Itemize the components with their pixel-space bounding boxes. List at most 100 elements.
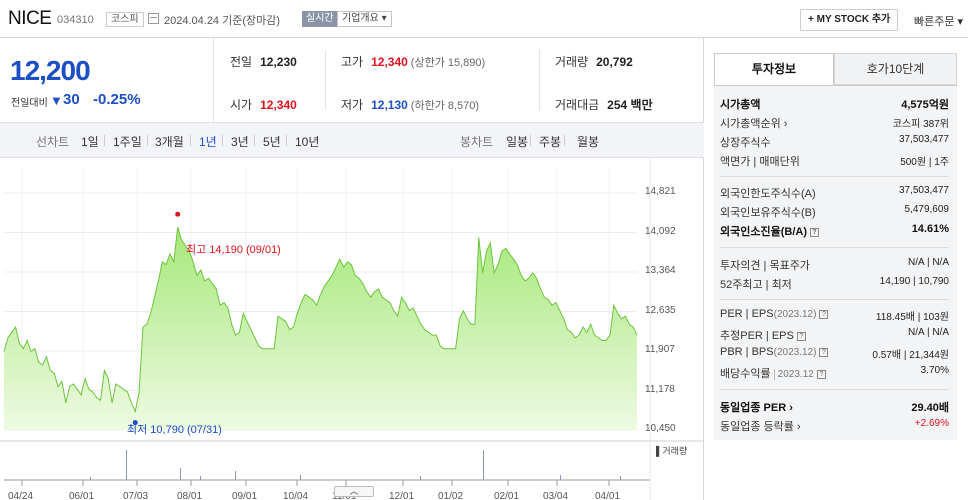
x-tick-label: 07/03 — [123, 491, 149, 500]
cap-rank-row[interactable]: 시가총액순위 › 코스피 387위 — [720, 115, 949, 132]
volume-bar — [235, 471, 236, 480]
divider — [539, 50, 540, 110]
foreign-ratio-value: 14.61% — [911, 223, 949, 235]
x-tick-label: 01/02 — [438, 491, 464, 500]
foreign-limit-row: 외국인한도주식수(A) 37,503,477 — [720, 185, 949, 202]
par-value: 500원 | 1주 — [900, 157, 949, 168]
stock-name: NICE — [8, 8, 52, 29]
foreign-ratio-row: 외국인소진율(B/A) ? 14.61% — [720, 223, 949, 240]
sector-change-value: +2.69% — [914, 418, 949, 429]
opinion-value: N/A | N/A — [908, 257, 949, 268]
dividend-label-text: 배당수익률 — [720, 368, 771, 380]
x-tick-label: 06/01 — [69, 491, 95, 500]
dividend-label: 배당수익률 2023.12 ? — [720, 365, 826, 381]
tab-5y[interactable]: 5년 — [263, 135, 281, 149]
x-tick-label: 04/24 — [8, 491, 34, 500]
tab-monthly[interactable]: 월봉 — [577, 135, 600, 149]
divider — [564, 135, 565, 146]
tab-1d[interactable]: 1일 — [81, 135, 99, 149]
divider — [147, 135, 148, 146]
help-icon[interactable]: ? — [819, 310, 829, 319]
prev-close: 전일 12,230 — [230, 53, 297, 70]
tab-daily[interactable]: 일봉 — [506, 135, 529, 149]
pbr-year: (2023.12) — [773, 347, 817, 358]
per-label: PER | EPS(2023.12) ? — [720, 308, 829, 320]
open-label: 시가 — [230, 98, 253, 112]
add-mystock-button[interactable]: + MY STOCK 추가 — [800, 9, 899, 31]
open-value: 12,340 — [260, 98, 297, 112]
tab-3y[interactable]: 3년 — [231, 135, 249, 149]
par-label: 액면가 | 매매단위 — [720, 156, 800, 168]
est-per-value: N/A | N/A — [908, 327, 949, 338]
divider — [720, 247, 949, 248]
shares-value: 37,503,477 — [898, 134, 949, 145]
foreign-hold-value: 5,479,609 — [904, 204, 950, 215]
cap-rank-label[interactable]: 시가총액순위 › — [720, 118, 788, 130]
tab-10y[interactable]: 10년 — [295, 135, 320, 149]
sector-per-label[interactable]: 동일업종 PER › — [720, 402, 793, 414]
collapse-chart-button[interactable]: ︿ — [334, 486, 374, 497]
tab-weekly[interactable]: 주봉 — [539, 135, 562, 149]
high-marker — [175, 211, 181, 217]
tab-1w[interactable]: 1주일 — [113, 135, 142, 149]
week52-row: 52주최고 | 최저 14,190 | 10,790 — [720, 276, 949, 293]
price-chart[interactable]: 최고 14,190 (09/01) 최저 10,790 (07/31) ▌거래량… — [0, 158, 704, 500]
change-label: 전일대비 — [11, 98, 48, 109]
upper-limit: (상한가 15,890) — [410, 57, 486, 69]
sector-change-label[interactable]: 동일업종 등락률 › — [720, 421, 801, 433]
y-tick-label: 14,821 — [645, 186, 676, 197]
high-value: 12,340 — [371, 55, 408, 69]
y-tick-label: 10,450 — [645, 423, 676, 434]
line-chart-label: 선차트 — [36, 135, 70, 149]
high-annotation: 최고 14,190 (09/01) — [186, 244, 281, 256]
sector-change-row[interactable]: 동일업종 등락률 › +2.69% — [720, 418, 949, 435]
volume-legend-label: 거래량 — [662, 446, 688, 456]
divider — [325, 50, 326, 110]
volume-legend: ▌거래량 — [656, 446, 688, 456]
quick-order-button[interactable]: 빠른주문 ▾ — [914, 16, 964, 28]
market-cap-value: 4,575억원 — [901, 99, 949, 111]
market-cap-label: 시가총액 — [720, 99, 761, 111]
x-tick-label: 04/01 — [595, 491, 621, 500]
dividend-row: 배당수익률 2023.12 ? 3.70% — [720, 365, 949, 382]
divider — [720, 176, 949, 177]
price-line — [3, 227, 638, 414]
help-icon[interactable]: ? — [796, 332, 806, 341]
volume-bar — [560, 475, 561, 480]
help-icon[interactable]: ? — [819, 348, 829, 357]
realtime-badge[interactable]: 실시간 — [302, 11, 338, 27]
volume-bar — [126, 450, 127, 480]
tab-1y[interactable]: 1년 — [199, 135, 217, 149]
price-area — [4, 227, 637, 430]
current-price-box: 12,200 전일대비 ▼ 30 -0.25% — [0, 38, 214, 122]
tab-order-book[interactable]: 호가10단계 — [834, 53, 957, 85]
dividend-year: 2023.12 — [773, 369, 814, 380]
prev-close-label: 전일 — [230, 55, 253, 69]
high-label: 고가 — [341, 55, 364, 69]
y-tick-label: 11,907 — [645, 344, 675, 355]
y-tick-label: 12,635 — [645, 304, 676, 316]
volume-label: 거래량 — [555, 55, 589, 69]
tab-3m[interactable]: 3개월 — [155, 135, 184, 149]
help-icon[interactable]: ? — [810, 228, 820, 237]
prev-close-value: 12,230 — [260, 55, 297, 69]
high-price: 고가 12,340 (상한가 15,890) — [341, 53, 485, 70]
est-per-label-text: 추정PER | EPS — [720, 330, 794, 342]
company-overview-dropdown[interactable]: 기업개요 ▾ — [337, 11, 392, 27]
y-tick-label: 13,364 — [645, 265, 676, 276]
amount-label: 거래대금 — [555, 98, 600, 112]
help-icon[interactable]: ? — [816, 370, 826, 379]
x-tick-label: 02/01 — [494, 491, 520, 500]
low-value: 12,130 — [371, 98, 408, 112]
tab-investment-info[interactable]: 투자정보 — [714, 53, 834, 85]
pbr-label: PBR | BPS(2023.12) ? — [720, 346, 829, 358]
change-value: 30 — [63, 91, 80, 108]
sector-per-row[interactable]: 동일업종 PER › 29.40배 — [720, 399, 949, 416]
per-row: PER | EPS(2023.12) ? 118.45배 | 103원 — [720, 308, 949, 325]
trade-amount: 거래대금 254 백만 — [555, 96, 653, 113]
divider — [254, 135, 255, 146]
calendar-icon — [148, 13, 159, 24]
foreign-ratio-label: 외국인소진율(B/A) ? — [720, 223, 820, 239]
divider — [720, 389, 949, 390]
pbr-value: 0.57배 | 21,344원 — [872, 350, 949, 361]
